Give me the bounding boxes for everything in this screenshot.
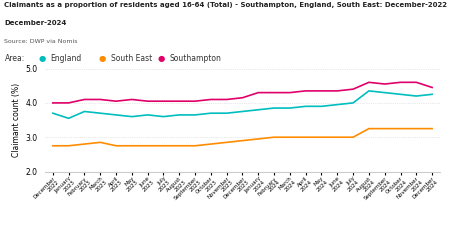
Text: ●: ● — [157, 54, 164, 63]
Text: ●: ● — [38, 54, 45, 63]
Text: December-2024: December-2024 — [4, 20, 67, 25]
Text: Claimants as a proportion of residents aged 16-64 (Total) - Southampton, England: Claimants as a proportion of residents a… — [4, 2, 449, 8]
Text: Area:: Area: — [4, 54, 25, 63]
Y-axis label: Claimant count (%): Claimant count (%) — [12, 83, 21, 157]
Text: Source: DWP via Nomis: Source: DWP via Nomis — [4, 39, 78, 44]
Text: Southampton: Southampton — [170, 54, 222, 63]
Text: England: England — [51, 54, 82, 63]
Text: ●: ● — [99, 54, 106, 63]
Text: South East: South East — [111, 54, 153, 63]
